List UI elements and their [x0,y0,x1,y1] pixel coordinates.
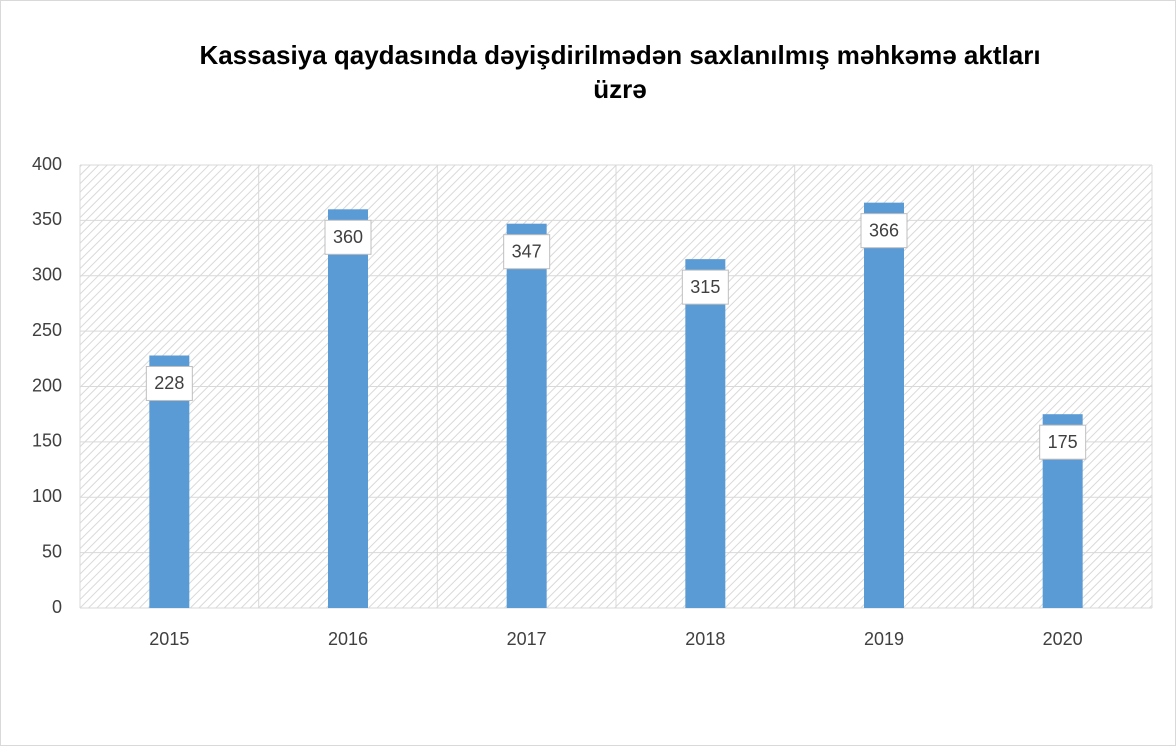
x-tick-label: 2015 [149,629,189,649]
bar [328,209,368,609]
data-label: 366 [869,220,899,240]
data-label-box [681,269,729,305]
data-label-box [145,365,193,401]
y-tick-label: 400 [32,154,62,174]
data-label-box [1039,424,1087,460]
data-label: 315 [690,277,720,297]
data-label-box [324,219,372,255]
bar [685,259,726,608]
bar [506,223,547,608]
y-tick-label: 300 [32,265,62,285]
y-tick-label: 250 [32,320,62,340]
y-tick-label: 0 [52,597,62,617]
data-label: 175 [1048,432,1078,452]
y-tick-label: 50 [42,541,62,561]
x-tick-label: 2017 [507,629,547,649]
data-label: 360 [333,227,363,247]
x-tick-label: 2020 [1043,629,1083,649]
y-tick-label: 350 [32,209,62,229]
bar [864,202,904,608]
x-tick-label: 2019 [864,629,904,649]
y-tick-label: 100 [32,486,62,506]
data-label-box [503,234,551,270]
data-label-box [860,213,908,249]
y-tick-label: 200 [32,375,62,395]
data-label: 228 [154,373,184,393]
x-tick-label: 2016 [328,629,368,649]
chart-title: Kassasiya qaydasında dəyişdirilmədən sax… [199,40,1041,104]
y-tick-label: 150 [32,431,62,451]
data-label: 347 [512,241,542,261]
x-tick-label: 2018 [685,629,725,649]
